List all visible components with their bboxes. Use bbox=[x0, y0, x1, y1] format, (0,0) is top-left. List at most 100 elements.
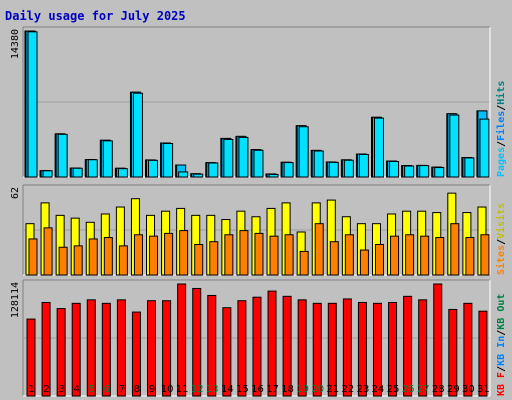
series-legend: Sites/Visits bbox=[495, 203, 507, 275]
day-label-29: 29 bbox=[447, 384, 460, 395]
bar-pages-day-6 bbox=[102, 140, 113, 178]
day-label-14: 14 bbox=[221, 384, 234, 395]
bar-pages-day-16 bbox=[253, 149, 264, 178]
bar-kbytes-day-1 bbox=[26, 318, 36, 397]
bar-pages-day-7 bbox=[117, 168, 128, 178]
day-label-31: 31 bbox=[477, 384, 490, 395]
bar-pages-day-27 bbox=[419, 165, 430, 178]
bar-sites-day-12 bbox=[194, 243, 204, 276]
bar-pages-day-9 bbox=[148, 159, 159, 178]
legend-entry: KB In bbox=[496, 336, 507, 366]
bar-pages-day-26 bbox=[404, 165, 415, 178]
bar-pages-day-10 bbox=[163, 142, 174, 178]
bar-kbytes-day-26 bbox=[403, 295, 413, 397]
day-label-4: 4 bbox=[74, 384, 80, 395]
bar-sites-day-6 bbox=[103, 237, 113, 276]
bar-kbytes-day-23 bbox=[357, 301, 367, 397]
bar-sites-day-23 bbox=[359, 249, 369, 276]
ymax-label: 62 bbox=[10, 187, 21, 199]
legend-entry: Visits bbox=[495, 203, 507, 239]
bar-kbytes-day-17 bbox=[267, 290, 277, 397]
bar-kbytes-day-21 bbox=[327, 302, 337, 397]
bar-sites-day-14 bbox=[224, 234, 234, 276]
day-label-17: 17 bbox=[266, 384, 279, 395]
bar-kbytes-day-18 bbox=[282, 295, 292, 397]
legend-entry: / bbox=[496, 141, 507, 147]
ymax-label: 14380 bbox=[10, 29, 21, 59]
bar-sites-day-11 bbox=[179, 230, 189, 276]
legend-entry: Hits bbox=[495, 81, 507, 105]
bar-pages-day-19 bbox=[298, 126, 309, 178]
bar-sites-day-10 bbox=[164, 232, 174, 276]
bar-pages-day-24 bbox=[373, 117, 384, 178]
bar-sites-day-21 bbox=[329, 241, 339, 276]
bar-sites-day-3 bbox=[58, 246, 68, 276]
bar-kbytes-day-22 bbox=[342, 298, 352, 397]
bar-sites-day-9 bbox=[149, 235, 159, 276]
day-label-11: 11 bbox=[176, 384, 189, 395]
day-label-19: 19 bbox=[296, 384, 309, 395]
bar-kbytes-day-13 bbox=[207, 294, 217, 397]
day-label-18: 18 bbox=[281, 384, 294, 395]
bar-sites-day-1 bbox=[28, 238, 38, 276]
bar-sites-day-15 bbox=[239, 230, 249, 276]
bar-sites-day-29 bbox=[450, 223, 460, 276]
bar-pages-day-23 bbox=[358, 153, 369, 178]
day-label-23: 23 bbox=[357, 384, 370, 395]
bar-kbytes-day-29 bbox=[448, 308, 458, 397]
day-label-6: 6 bbox=[104, 384, 110, 395]
bar-pages-day-31 bbox=[479, 118, 490, 178]
day-label-13: 13 bbox=[206, 384, 219, 395]
day-label-8: 8 bbox=[134, 384, 140, 395]
day-label-16: 16 bbox=[251, 384, 264, 395]
bar-sites-day-19 bbox=[299, 250, 309, 276]
bar-kbytes-day-10 bbox=[162, 300, 172, 397]
bar-sites-day-7 bbox=[118, 245, 128, 276]
bar-pages-day-20 bbox=[313, 150, 324, 178]
bar-sites-day-20 bbox=[314, 223, 324, 276]
bar-pages-day-13 bbox=[208, 162, 219, 178]
bar-kbytes-day-25 bbox=[388, 301, 398, 397]
bar-kbytes-day-2 bbox=[41, 301, 51, 397]
bar-kbytes-day-12 bbox=[192, 287, 202, 397]
legend-entry: Files bbox=[495, 111, 507, 141]
bar-kbytes-day-8 bbox=[131, 311, 141, 397]
bar-kbytes-day-15 bbox=[237, 300, 247, 397]
bar-sites-day-22 bbox=[344, 234, 354, 276]
bar-pages-day-2 bbox=[42, 170, 53, 178]
bar-sites-day-8 bbox=[133, 234, 143, 276]
day-label-15: 15 bbox=[236, 384, 249, 395]
bar-pages-day-25 bbox=[389, 160, 400, 178]
day-label-12: 12 bbox=[191, 384, 204, 395]
day-label-2: 2 bbox=[43, 384, 49, 395]
bar-pages-day-4 bbox=[72, 167, 83, 178]
day-label-20: 20 bbox=[311, 384, 324, 395]
day-label-24: 24 bbox=[372, 384, 385, 395]
bar-pages-day-29 bbox=[449, 114, 460, 178]
bar-kbytes-day-28 bbox=[433, 283, 443, 397]
legend-entry: / bbox=[496, 105, 507, 111]
legend-entry: / bbox=[496, 330, 507, 336]
day-label-10: 10 bbox=[161, 384, 174, 395]
panel-visits-sites: 62 Sites/Visits bbox=[10, 184, 507, 276]
series-legend: KB F/KB In/KB Out bbox=[496, 294, 507, 396]
bar-kbytes-day-24 bbox=[372, 302, 382, 397]
bar-sites-day-26 bbox=[405, 234, 415, 276]
bar-pages-day-1 bbox=[27, 31, 38, 178]
bar-sites-day-27 bbox=[420, 235, 430, 276]
bar-pages-day-15 bbox=[238, 136, 249, 178]
bar-pages-day-8 bbox=[132, 92, 143, 178]
bar-kbytes-day-30 bbox=[463, 302, 473, 397]
bar-kbytes-day-4 bbox=[71, 302, 81, 397]
day-label-1: 1 bbox=[28, 384, 34, 395]
day-label-7: 7 bbox=[119, 384, 125, 395]
legend-entry: Sites bbox=[495, 245, 507, 275]
legend-entry: / bbox=[496, 366, 507, 372]
legend-entry: / bbox=[496, 239, 507, 245]
ymax-label: 128114 bbox=[10, 282, 21, 318]
bar-kbytes-day-27 bbox=[418, 299, 428, 397]
bar-pages-day-22 bbox=[343, 159, 354, 178]
day-label-25: 25 bbox=[387, 384, 400, 395]
